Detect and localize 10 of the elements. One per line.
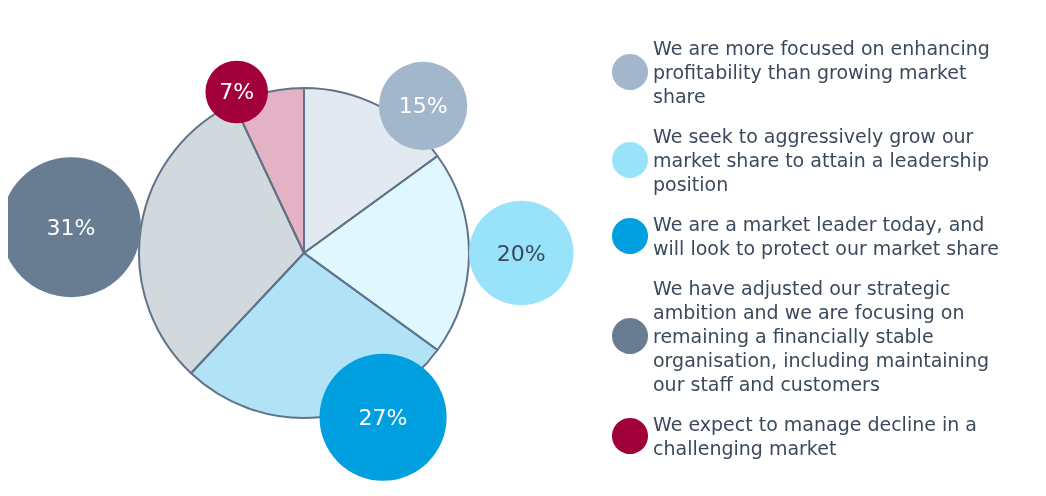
legend-label: We expect to manage decline in a challenging market [653, 413, 983, 459]
data-label: 20% [496, 240, 546, 266]
data-label: 7% [219, 79, 255, 105]
data-label: 31% [46, 214, 96, 240]
data-label: 27% [358, 404, 408, 430]
legend-label: We seek to aggressively grow our market share to attain a leadership position [653, 125, 996, 195]
legend-label: We have adjusted our strategic ambition and we are focusing on remaining a financially stable organisation, including maintaining our staff and customers [653, 277, 996, 395]
data-label: 15% [398, 93, 448, 119]
legend-label: We are more focused on enhancing profitability than growing market share [653, 37, 996, 107]
legend-label: We are a market leader today, and will look to protect our market share [653, 213, 999, 259]
